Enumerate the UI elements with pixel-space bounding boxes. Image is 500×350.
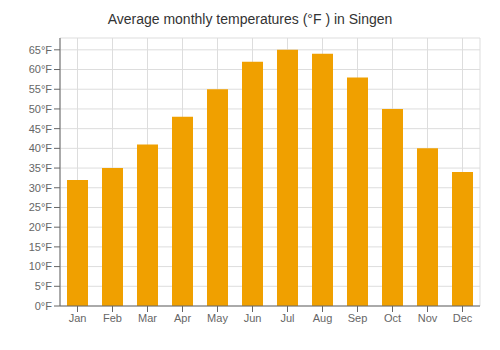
svg-text:May: May (207, 312, 228, 324)
svg-text:40°F: 40°F (29, 142, 53, 154)
svg-text:Jan: Jan (69, 312, 87, 324)
svg-text:Apr: Apr (174, 312, 191, 324)
svg-text:65°F: 65°F (29, 44, 53, 56)
svg-text:5°F: 5°F (35, 280, 53, 292)
svg-text:Feb: Feb (103, 312, 122, 324)
svg-text:10°F: 10°F (29, 260, 53, 272)
html-text:Average monthly temperatures (: Average monthly temperatures (°F ) in Si… (107, 11, 393, 27)
svg-text:Nov: Nov (418, 312, 438, 324)
svg-text:Mar: Mar (138, 312, 157, 324)
svg-text:0°F: 0°F (35, 300, 53, 312)
svg-text:Aug: Aug (313, 312, 333, 324)
svg-text:15°F: 15°F (29, 241, 53, 253)
svg-text:Jul: Jul (280, 312, 294, 324)
svg-text:20°F: 20°F (29, 221, 53, 233)
svg-text:60°F: 60°F (29, 63, 53, 75)
svg-text:45°F: 45°F (29, 123, 53, 135)
svg-text:50°F: 50°F (29, 103, 53, 115)
svg-text:Sep: Sep (348, 312, 368, 324)
svg-text:25°F: 25°F (29, 201, 53, 213)
svg-text:35°F: 35°F (29, 162, 53, 174)
svg-text:Oct: Oct (384, 312, 401, 324)
svg-text:55°F: 55°F (29, 83, 53, 95)
svg-text:Jun: Jun (244, 312, 262, 324)
svg-text:Dec: Dec (453, 312, 473, 324)
svg-text:30°F: 30°F (29, 182, 53, 194)
